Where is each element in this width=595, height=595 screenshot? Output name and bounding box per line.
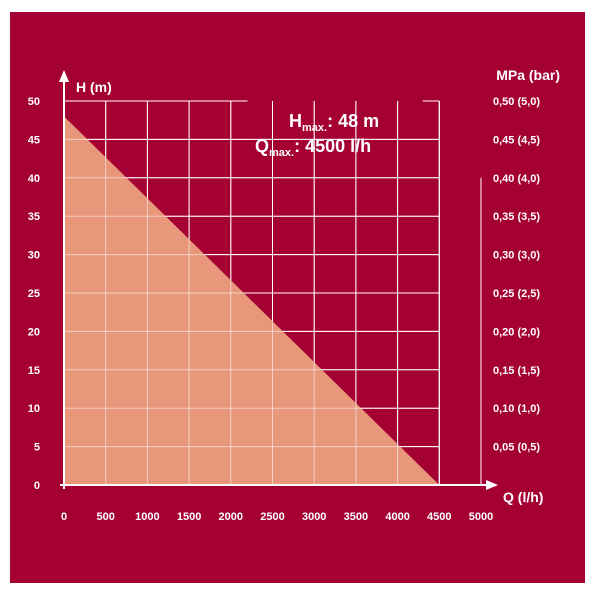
- y2-tick-label: 0,50 (5,0): [493, 96, 540, 108]
- y-tick-label: 10: [28, 403, 40, 415]
- x-tick-label: 4500: [427, 511, 451, 523]
- tick-labels: 0 500 1000 1500 2000 2500 3000 3500 4000 4500 5000…: [28, 96, 541, 523]
- axes: [59, 70, 498, 490]
- qmax-symbol: Q: [255, 136, 269, 156]
- qmax-value: : 4500 l/h: [294, 136, 371, 156]
- y2-tick-label: 0,15 (1,5): [493, 365, 540, 377]
- hmax-annotation: Hmax.: 48 m: [289, 111, 379, 134]
- y2-tick-label: 0,10 (1,0): [493, 403, 540, 415]
- y2-tick-label: 0,30 (3,0): [493, 250, 540, 262]
- qmax-annotation: Qmax.: 4500 l/h: [255, 136, 371, 159]
- y-axis-title: H (m): [76, 79, 112, 95]
- y-tick-label: 50: [28, 96, 40, 108]
- secondary-y-axis-title: MPa (bar): [496, 67, 560, 83]
- x-tick-label: 0: [61, 511, 67, 523]
- x-tick-label: 2000: [219, 511, 243, 523]
- y-tick-label: 25: [28, 288, 40, 300]
- performance-area: [64, 116, 440, 486]
- x-tick-label: 500: [97, 511, 115, 523]
- hmax-symbol: H: [289, 111, 302, 131]
- y2-tick-label: 0,25 (2,5): [493, 288, 540, 300]
- y-tick-label: 45: [28, 134, 40, 146]
- x-tick-label: 1500: [177, 511, 201, 523]
- y2-tick-label: 0,45 (4,5): [493, 134, 540, 146]
- x-tick-label: 4000: [385, 511, 409, 523]
- x-axis-title: Q (l/h): [503, 489, 543, 505]
- x-tick-label: 2500: [260, 511, 284, 523]
- y-tick-label: 30: [28, 250, 40, 262]
- y2-tick-label: 0,20 (2,0): [493, 326, 540, 338]
- x-tick-label: 1000: [135, 511, 159, 523]
- x-axis-arrow: [486, 480, 498, 490]
- y-tick-label: 40: [28, 173, 40, 185]
- hmax-value: : 48 m: [327, 111, 379, 131]
- y-tick-label: 0: [34, 480, 40, 492]
- y-tick-label: 20: [28, 326, 40, 338]
- hmax-subscript: max.: [302, 122, 327, 134]
- y2-tick-label: 0,35 (3,5): [493, 211, 540, 223]
- y-tick-label: 15: [28, 365, 40, 377]
- x-tick-label: 3000: [302, 511, 326, 523]
- qmax-subscript: max.: [269, 147, 294, 159]
- y2-tick-label: 0,05 (0,5): [493, 442, 540, 454]
- y-tick-label: 35: [28, 211, 40, 223]
- y-tick-label: 5: [34, 442, 40, 454]
- y-axis-arrow: [59, 70, 69, 82]
- y2-tick-label: 0,40 (4,0): [493, 173, 540, 185]
- x-tick-label: 3500: [344, 511, 368, 523]
- x-tick-label: 5000: [469, 511, 493, 523]
